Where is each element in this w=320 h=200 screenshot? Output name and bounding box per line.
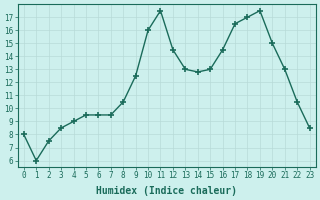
X-axis label: Humidex (Indice chaleur): Humidex (Indice chaleur) xyxy=(96,186,237,196)
